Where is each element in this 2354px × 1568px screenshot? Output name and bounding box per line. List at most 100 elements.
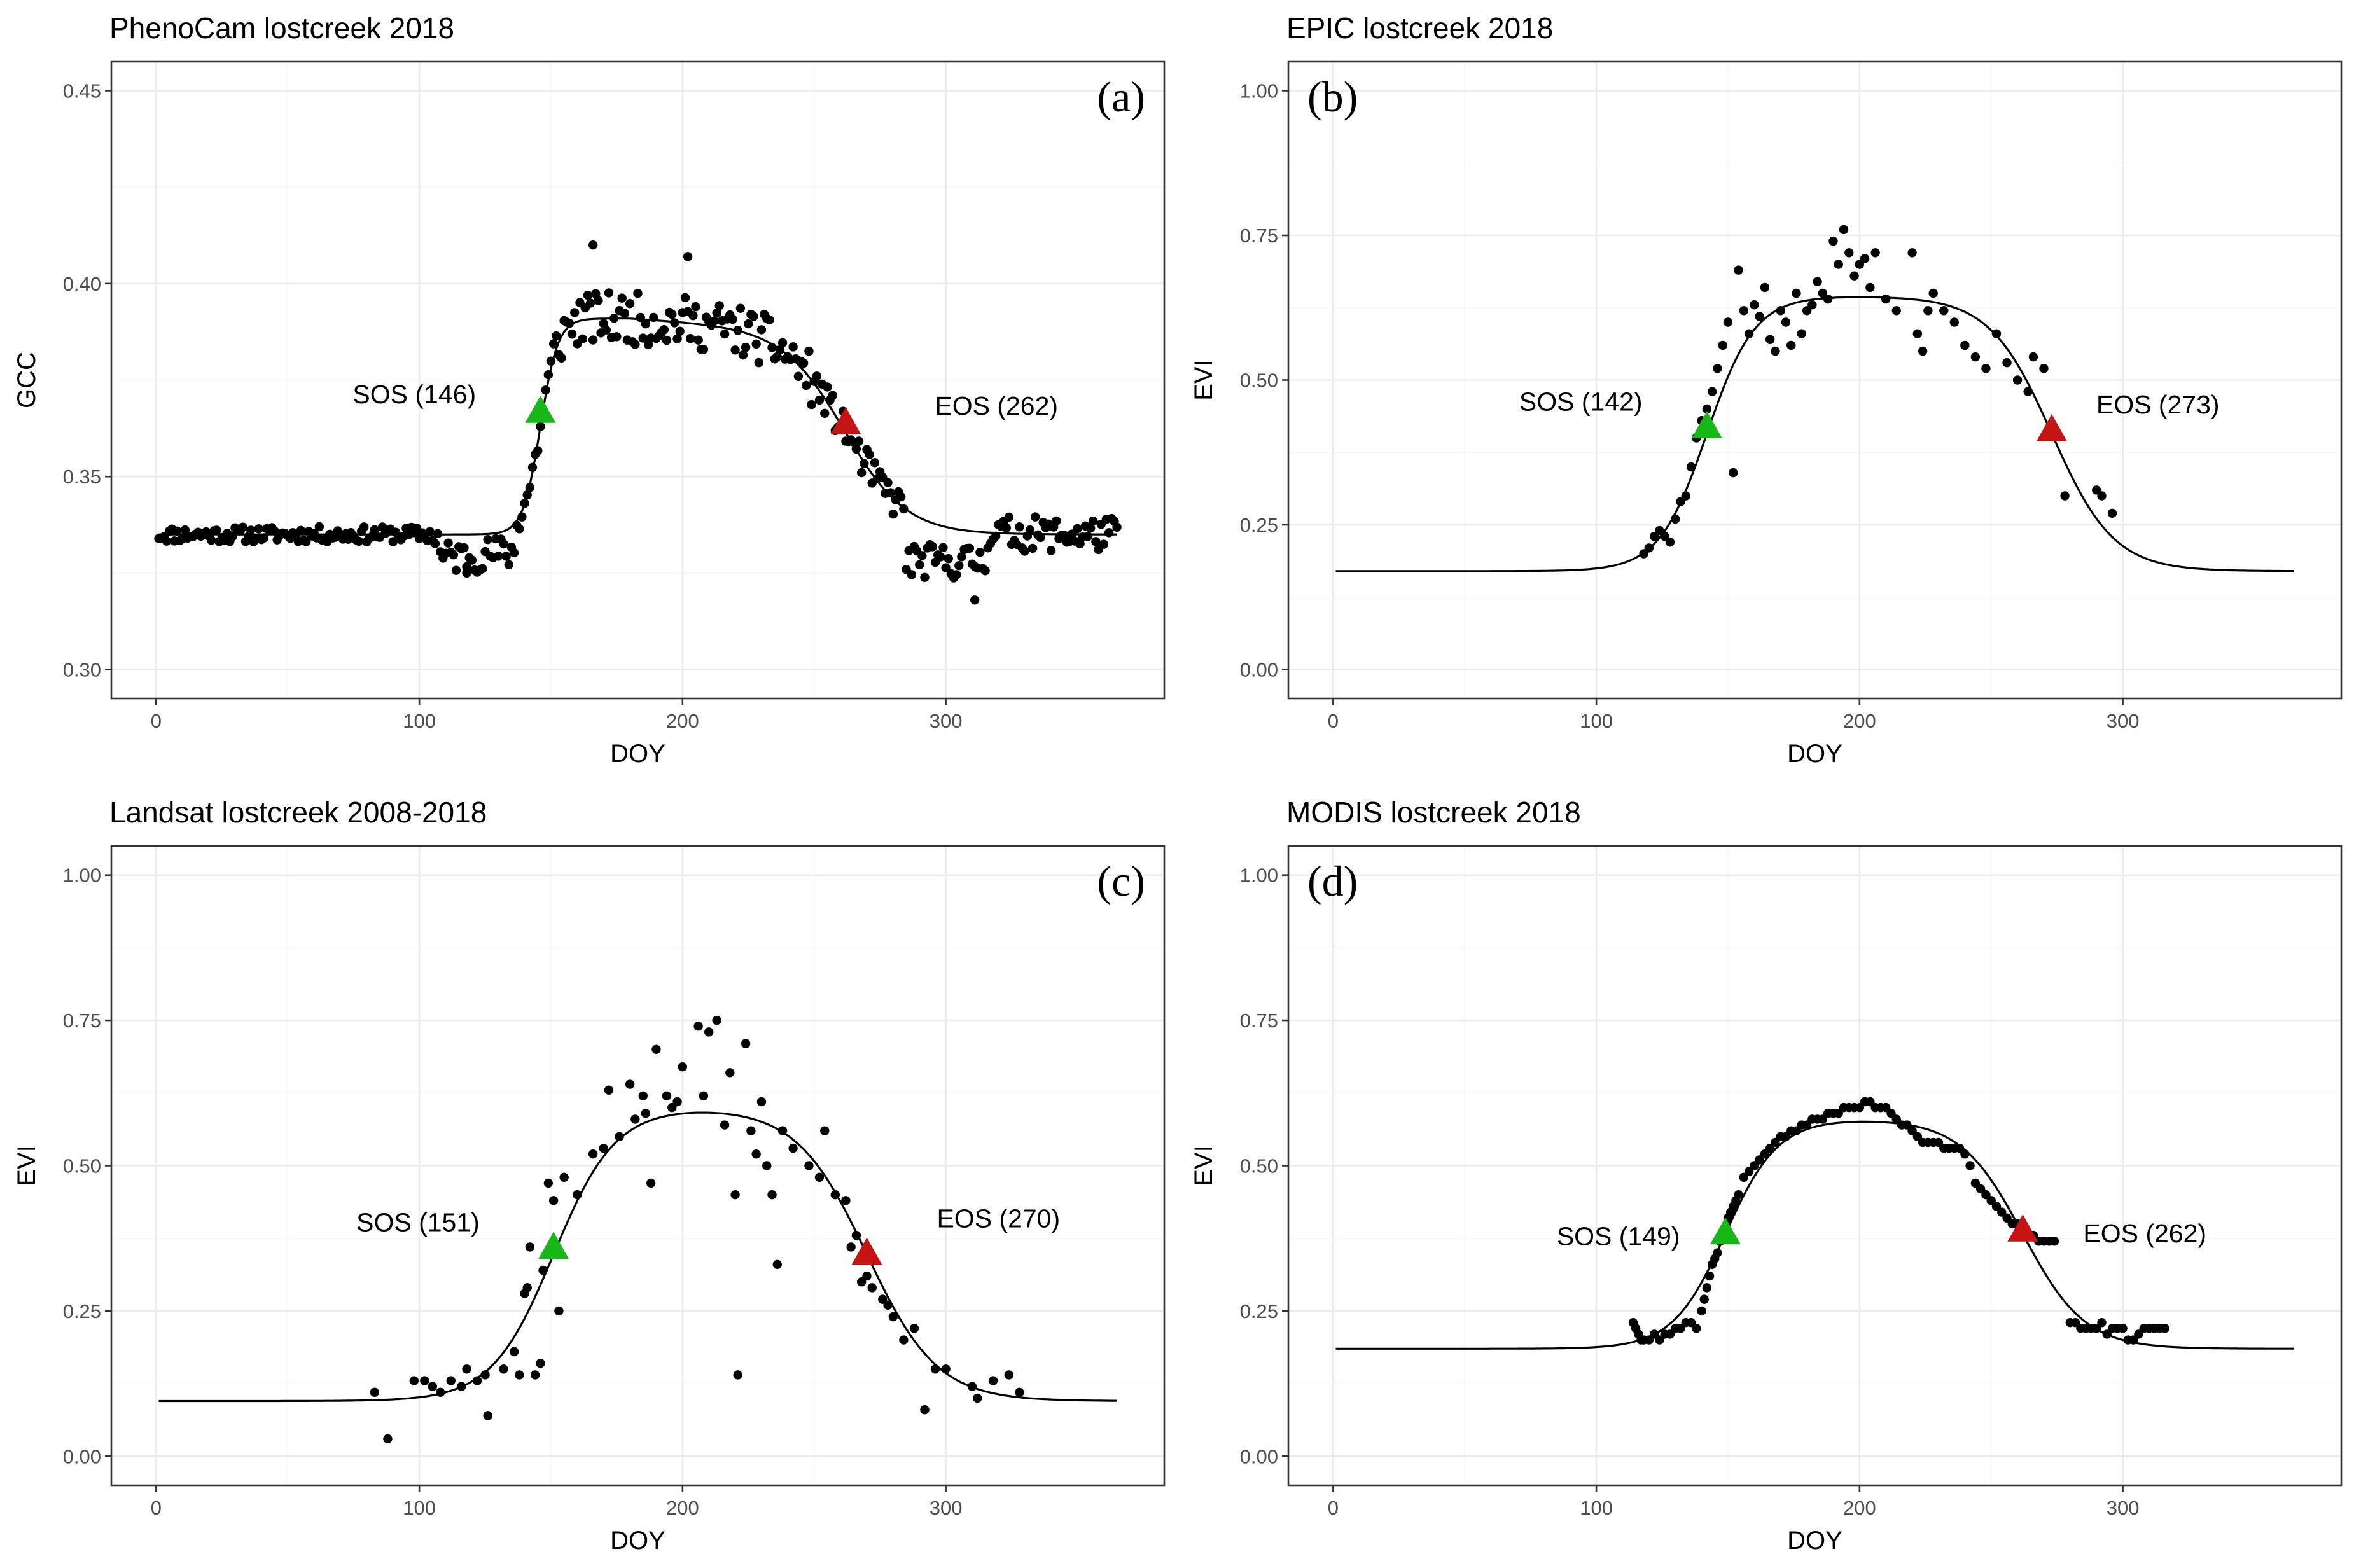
data-point	[1986, 1196, 1996, 1205]
y-axis-label: GCC	[13, 352, 41, 408]
data-point	[920, 572, 930, 582]
data-point	[1699, 1294, 1709, 1304]
y-tick-label: 1.00	[63, 864, 101, 887]
data-point	[672, 334, 682, 343]
data-point	[1865, 1097, 1875, 1107]
data-point	[1702, 404, 1712, 414]
data-point	[1702, 1283, 1712, 1293]
data-point	[501, 552, 511, 561]
data-point	[1834, 1109, 1843, 1118]
data-point	[865, 450, 874, 459]
data-point	[804, 346, 814, 356]
data-point	[633, 288, 643, 298]
data-point	[1015, 522, 1024, 532]
data-point	[543, 1178, 554, 1188]
panels-container: PhenoCam lostcreek 2018 0 100 200 300 0.30 0.3…	[13, 11, 2343, 1555]
data-point	[612, 332, 622, 342]
data-point	[1729, 468, 1738, 478]
eos-marker	[2036, 413, 2067, 441]
data-point	[180, 525, 190, 535]
data-point	[1891, 1114, 1901, 1124]
data-point	[604, 1085, 614, 1095]
data-point	[1965, 1161, 1975, 1170]
data-point	[788, 342, 798, 352]
data-point	[1004, 1370, 1014, 1380]
data-point	[720, 329, 730, 339]
data-point	[1089, 517, 1098, 526]
data-point	[878, 1294, 888, 1304]
data-point	[1912, 1132, 1923, 1142]
data-point	[907, 570, 917, 579]
data-point	[630, 1114, 640, 1124]
data-point	[1091, 537, 1101, 546]
data-point	[559, 1172, 569, 1182]
data-point	[1692, 1324, 1701, 1333]
data-point	[1865, 282, 1875, 293]
data-point	[238, 522, 248, 532]
x-axis-label: DOY	[1787, 1527, 1842, 1555]
y-tick-label: 0.75	[63, 1009, 101, 1032]
data-point	[525, 1242, 535, 1252]
data-point	[646, 1178, 656, 1188]
panel-label: (c)	[1097, 857, 1145, 905]
data-point	[730, 1190, 740, 1200]
data-point	[1786, 340, 1796, 350]
y-tick-label: 0.50	[1240, 1155, 1278, 1177]
data-point	[1991, 329, 2002, 338]
data-point	[828, 391, 837, 400]
plot-frame	[1287, 845, 2343, 1487]
data-point	[856, 468, 867, 478]
sos-marker	[1710, 1217, 1741, 1245]
x-tick-label: 200	[1843, 1497, 1876, 1519]
sos-annotation: SOS (151)	[356, 1207, 480, 1237]
data-point	[823, 382, 832, 392]
data-point	[1970, 1178, 1981, 1188]
data-point	[1855, 1102, 1865, 1113]
data-point	[820, 408, 830, 418]
y-tick-label: 0.40	[63, 273, 101, 295]
data-point	[954, 560, 964, 571]
data-point	[667, 1102, 677, 1113]
data-point	[1027, 543, 1038, 553]
sos-annotation: SOS (142)	[1519, 387, 1643, 416]
data-point	[162, 536, 172, 546]
panel-label: (b)	[1307, 73, 1358, 121]
data-point	[756, 325, 767, 335]
data-point	[2049, 1237, 2059, 1246]
data-point	[1046, 546, 1056, 555]
data-point	[552, 331, 561, 341]
data-point	[462, 1364, 471, 1374]
eos-annotation: EOS (270)	[937, 1204, 1060, 1233]
data-point	[359, 522, 369, 532]
data-point	[1970, 352, 1981, 362]
fitted-curve	[1335, 1120, 2294, 1350]
data-point	[788, 1143, 798, 1153]
data-point	[1765, 335, 1775, 344]
data-point	[1713, 364, 1722, 373]
data-point	[1099, 539, 1109, 549]
data-point	[567, 330, 577, 339]
data-point	[772, 1259, 782, 1270]
data-point	[430, 539, 440, 548]
data-point	[662, 335, 672, 345]
data-point	[617, 293, 627, 303]
data-point	[428, 1382, 437, 1391]
data-point	[1807, 300, 1817, 310]
data-point	[804, 1161, 814, 1170]
data-point	[1802, 1120, 1812, 1130]
data-point	[2134, 1329, 2143, 1339]
data-point	[1918, 346, 1928, 356]
y-tick-label: 0.35	[63, 466, 101, 488]
data-point	[1750, 1161, 1759, 1170]
data-point	[1649, 532, 1659, 541]
eos-annotation: EOS (262)	[935, 391, 1058, 420]
data-point	[625, 299, 635, 309]
data-point	[1750, 300, 1759, 310]
data-point	[548, 1196, 559, 1205]
data-point	[704, 1027, 714, 1037]
eos-annotation: EOS (262)	[2083, 1219, 2206, 1248]
data-point	[1723, 317, 1733, 327]
data-point	[659, 325, 669, 335]
y-axis-label: EVI	[1190, 359, 1218, 400]
data-point	[451, 565, 461, 575]
